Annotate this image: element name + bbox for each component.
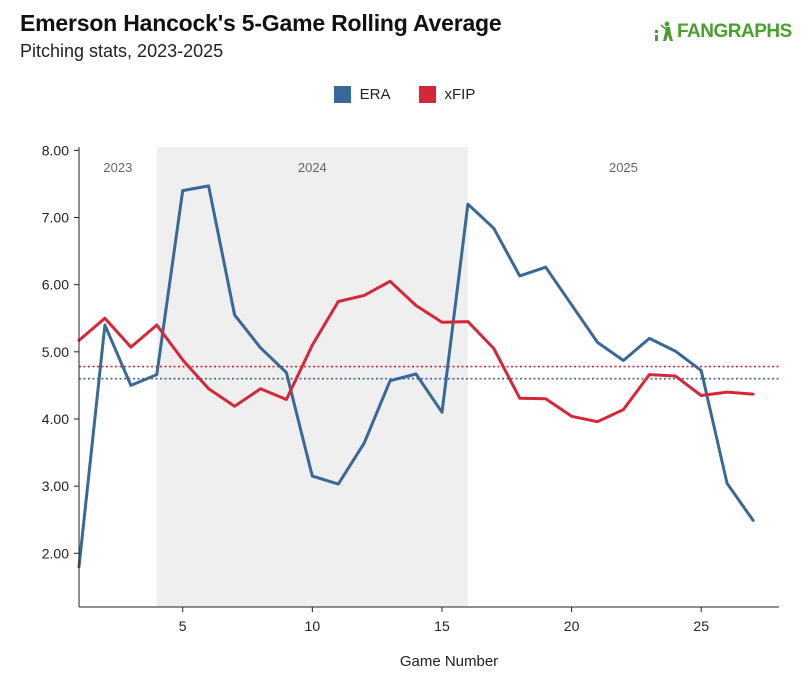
- series-line-xfip: [77, 279, 755, 424]
- y-axis-ticks: 2.00 3.00 4.00 5.00 6.00 7.00 8.00: [42, 142, 79, 561]
- y-tick-label: 3.00: [42, 478, 69, 494]
- x-tick-label: 10: [305, 618, 321, 634]
- legend-swatch-xfip: [418, 86, 436, 103]
- legend-swatch-era: [333, 86, 351, 103]
- y-tick-label: 4.00: [42, 411, 69, 427]
- chart-title: Emerson Hancock's 5-Game Rolling Average: [20, 10, 502, 36]
- x-tick-label: 20: [564, 618, 580, 634]
- batter-logo-icon: [655, 21, 673, 41]
- logo-text: FANGRAPHS: [677, 21, 792, 42]
- chart-legend: ERA xFIP: [0, 86, 809, 103]
- y-tick-label: 8.00: [42, 142, 69, 158]
- x-axis-ticks: 5 10 15 20 25: [179, 607, 709, 634]
- season-label-2024: 2024: [298, 160, 327, 175]
- season-shade-2024: [156, 147, 468, 607]
- series-line-era: [77, 184, 755, 569]
- season-labels: 2023 2024 2025: [103, 160, 637, 175]
- fangraphs-logo[interactable]: FANGRAPHS: [652, 20, 792, 44]
- x-tick-label: 25: [693, 618, 709, 634]
- y-tick-label: 6.00: [42, 277, 69, 293]
- legend-item-xfip: xFIP: [418, 86, 476, 103]
- y-tick-label: 7.00: [42, 210, 69, 226]
- y-tick-label: 5.00: [42, 344, 69, 360]
- season-label-2023: 2023: [103, 160, 132, 175]
- season-label-2025: 2025: [609, 160, 638, 175]
- legend-item-era: ERA: [333, 86, 391, 103]
- axes: [78, 147, 779, 608]
- legend-label-era: ERA: [359, 86, 391, 103]
- series-lines: [77, 184, 755, 569]
- legend-label-xfip: xFIP: [444, 86, 476, 103]
- season-shading: [156, 147, 468, 607]
- x-tick-label: 5: [179, 618, 187, 634]
- chart-subtitle: Pitching stats, 2023-2025: [20, 41, 224, 61]
- y-tick-label: 2.00: [42, 545, 69, 561]
- x-axis-label: Game Number: [400, 653, 498, 670]
- x-tick-label: 15: [434, 618, 450, 634]
